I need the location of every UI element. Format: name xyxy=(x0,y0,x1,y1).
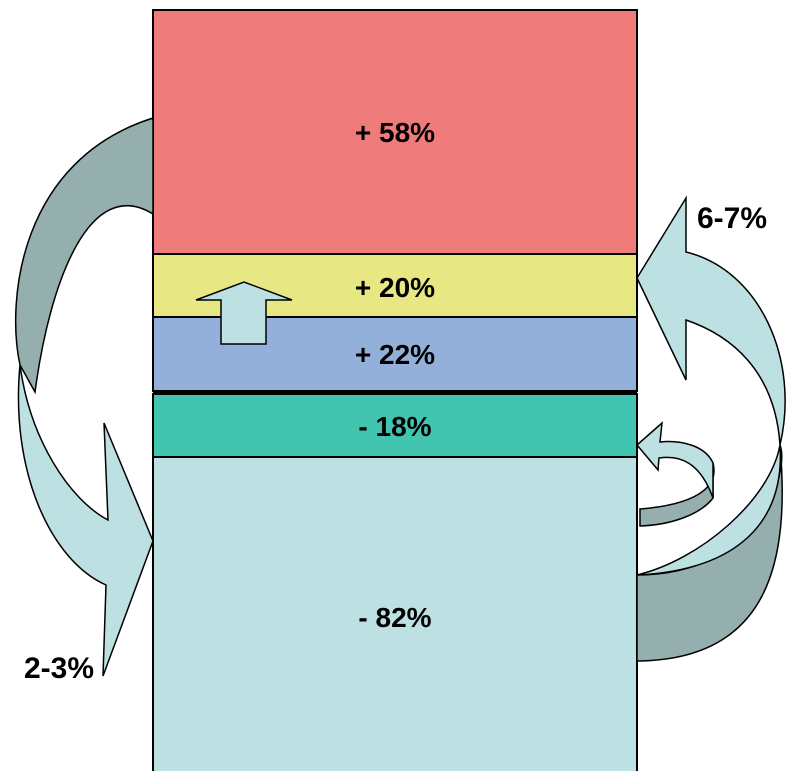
segment-minus-18 xyxy=(152,393,638,458)
segment-minus-82 xyxy=(152,456,638,771)
right-flow-arrow-icon xyxy=(636,195,786,662)
segment-plus-20-label: + 20% xyxy=(355,272,435,303)
segment-minus-18-label: - 18% xyxy=(358,411,431,442)
segment-minus-82-label: - 82% xyxy=(358,602,431,633)
small-curl-arrow-icon xyxy=(635,421,715,527)
segment-plus-58-label: + 58% xyxy=(355,117,435,148)
left-flow-label: 2-3% xyxy=(24,652,94,685)
right-flow-label: 6-7% xyxy=(697,202,767,235)
segment-plus-58 xyxy=(152,9,638,255)
segment-plus-22-label: + 22% xyxy=(355,339,435,370)
up-arrow-icon xyxy=(195,281,293,345)
left-flow-arrow-icon xyxy=(14,116,154,677)
